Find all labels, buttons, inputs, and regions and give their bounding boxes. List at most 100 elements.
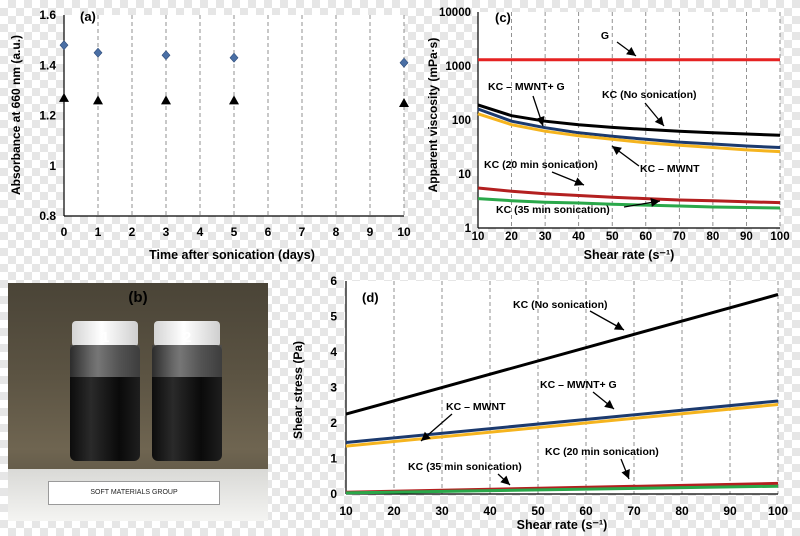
d-tick-labels: 10 20 30 40 50 60 70 80 90 100 0 1 2 3 4 5 6 — [330, 274, 788, 518]
a-triangle-point — [59, 92, 69, 102]
panel-d-label: (d) — [362, 290, 379, 305]
c-annot-kc-mwnt-g-arrowhead — [535, 116, 545, 126]
a-x-tick-label: 8 — [333, 225, 340, 239]
c-series-lines — [477, 58, 781, 210]
d-annot-kc-mwnt-g: KC – MWNT+ G — [540, 379, 617, 391]
d-annot-kc-mwnt: KC – MWNT — [446, 401, 506, 413]
a-diamond-point — [399, 57, 409, 68]
c-line-KC_no_sonication — [477, 103, 781, 137]
c-y-tick-label: 1 — [465, 223, 472, 235]
d-line-KC_no_sonication — [345, 293, 779, 416]
a-tick-labels: 0 1 2 3 4 5 6 7 8 9 10 0.8 1 1.2 1.4 1.6 — [39, 8, 411, 239]
jar-glass — [70, 345, 140, 377]
a-diamond-point — [161, 50, 171, 61]
a-x-tick-label: 9 — [367, 225, 374, 239]
c-annot-kc-35: KC (35 min sonication) — [496, 204, 610, 216]
a-y-tick-label: 1.4 — [39, 58, 56, 72]
a-x-tick-label: 7 — [299, 225, 306, 239]
a-x-tick-label: 10 — [397, 225, 411, 239]
d-x-tick-label: 80 — [675, 504, 689, 518]
d-annot-kc-20-arrowhead — [621, 468, 630, 479]
panel-c-label: (c) — [495, 10, 511, 25]
c-x-tick-label: 60 — [639, 231, 652, 243]
c-line-KC_35 — [477, 197, 781, 210]
a-diamond-point — [93, 47, 103, 58]
d-annot-kc-35: KC (35 min sonication) — [408, 461, 522, 473]
d-x-tick-label: 30 — [435, 504, 449, 518]
d-annot-kc-mwnt-arrowhead — [421, 431, 431, 441]
c-x-tick-label: 100 — [770, 231, 789, 243]
d-y-tick-label: 3 — [330, 381, 337, 395]
a-y-tick-label: 1.2 — [39, 109, 56, 123]
a-triangle-point — [93, 95, 103, 105]
a-y-axis-label: Absorbance at 660 nm (a.u.) — [9, 35, 23, 195]
d-annot-kc-35-arrowhead — [500, 475, 510, 485]
c-annot-kc-no-son: KC (No sonication) — [602, 89, 697, 101]
plot-area-c — [478, 12, 780, 228]
c-x-tick-label: 40 — [572, 231, 585, 243]
d-y-axis-label: Shear stress (Pa) — [291, 341, 305, 439]
d-x-tick-label: 20 — [387, 504, 401, 518]
c-annot-kc-20-arrowhead — [573, 177, 584, 186]
d-y-tick-label: 4 — [330, 345, 337, 359]
c-line-KC_20 — [477, 186, 781, 205]
d-series-lines — [345, 293, 779, 495]
a-markers — [59, 40, 409, 107]
panel-b-photo: (b) 1 2 SOFT MATERIALS GROUP — [8, 283, 268, 521]
d-x-axis-label: Shear rate (s⁻¹) — [517, 518, 608, 532]
sample-jar-1: 1 — [70, 321, 140, 461]
a-x-tick-label: 5 — [231, 225, 238, 239]
a-x-tick-label: 4 — [197, 225, 204, 239]
a-x-tick-label: 6 — [265, 225, 272, 239]
panel-a-label: (a) — [80, 9, 96, 24]
c-y-tick-label: 100 — [452, 115, 471, 127]
c-x-tick-label: 10 — [472, 231, 485, 243]
d-x-tick-label: 50 — [531, 504, 545, 518]
panel-a: 0 1 2 3 4 5 6 7 8 9 10 0.8 1 1.2 1.4 1.6 (a) Time after… — [9, 8, 411, 262]
plot-area-d — [346, 281, 778, 494]
a-x-tick-label: 3 — [163, 225, 170, 239]
d-annot-kc-mwnt-g-arrowhead — [604, 399, 614, 409]
c-annot-kc-35-arrowhead — [650, 198, 660, 207]
c-annot-G: G — [601, 30, 609, 42]
a-y-tick-label: 1.6 — [39, 8, 56, 22]
panel-d: 10 20 30 40 50 60 70 80 90 100 0 1 2 3 4 5 6 (d) KC (No … — [291, 274, 788, 532]
a-triangle-point — [399, 97, 409, 107]
d-line-KC_35 — [345, 484, 779, 495]
d-x-tick-label: 70 — [627, 504, 641, 518]
c-y-tick-label: 10 — [458, 169, 471, 181]
d-y-tick-label: 1 — [330, 452, 337, 466]
jar-cap — [154, 321, 220, 347]
d-line-KC_MWNT_G — [345, 399, 779, 444]
c-x-tick-label: 30 — [539, 231, 552, 243]
panel-b-label: (b) — [128, 289, 148, 306]
d-annot-kc-20: KC (20 min sonication) — [545, 446, 659, 458]
d-y-tick-label: 0 — [330, 487, 337, 501]
sign-label: SOFT MATERIALS GROUP — [48, 481, 220, 505]
a-triangle-point — [229, 95, 239, 105]
d-line-KC_MWNT — [345, 403, 779, 448]
d-annot-kc-no-son-arrowhead — [613, 321, 624, 330]
c-x-tick-label: 50 — [606, 231, 619, 243]
c-annot-kc-no-son-arrowhead — [654, 116, 664, 126]
d-x-tick-label: 90 — [723, 504, 737, 518]
jar-glass — [152, 345, 222, 377]
c-x-tick-label: 90 — [740, 231, 753, 243]
d-y-tick-label: 5 — [330, 310, 337, 324]
c-annot-G-arrowhead — [626, 47, 636, 56]
c-annotations: G KC – MWNT+ G KC (No sonication) KC – MWNT… — [484, 30, 700, 216]
c-x-tick-label: 80 — [706, 231, 719, 243]
c-annot-kc-20: KC (20 min sonication) — [484, 159, 598, 171]
a-diamond-point — [59, 40, 69, 51]
a-x-tick-label: 1 — [95, 225, 102, 239]
c-x-tick-label: 70 — [673, 231, 686, 243]
d-y-tick-label: 6 — [330, 274, 337, 288]
d-x-tick-label: 40 — [483, 504, 497, 518]
c-y-tick-label: 10000 — [439, 7, 471, 19]
c-x-tick-label: 20 — [505, 231, 518, 243]
d-annot-kc-no-son: KC (No sonication) — [513, 299, 608, 311]
a-y-tick-label: 0.8 — [39, 209, 56, 223]
